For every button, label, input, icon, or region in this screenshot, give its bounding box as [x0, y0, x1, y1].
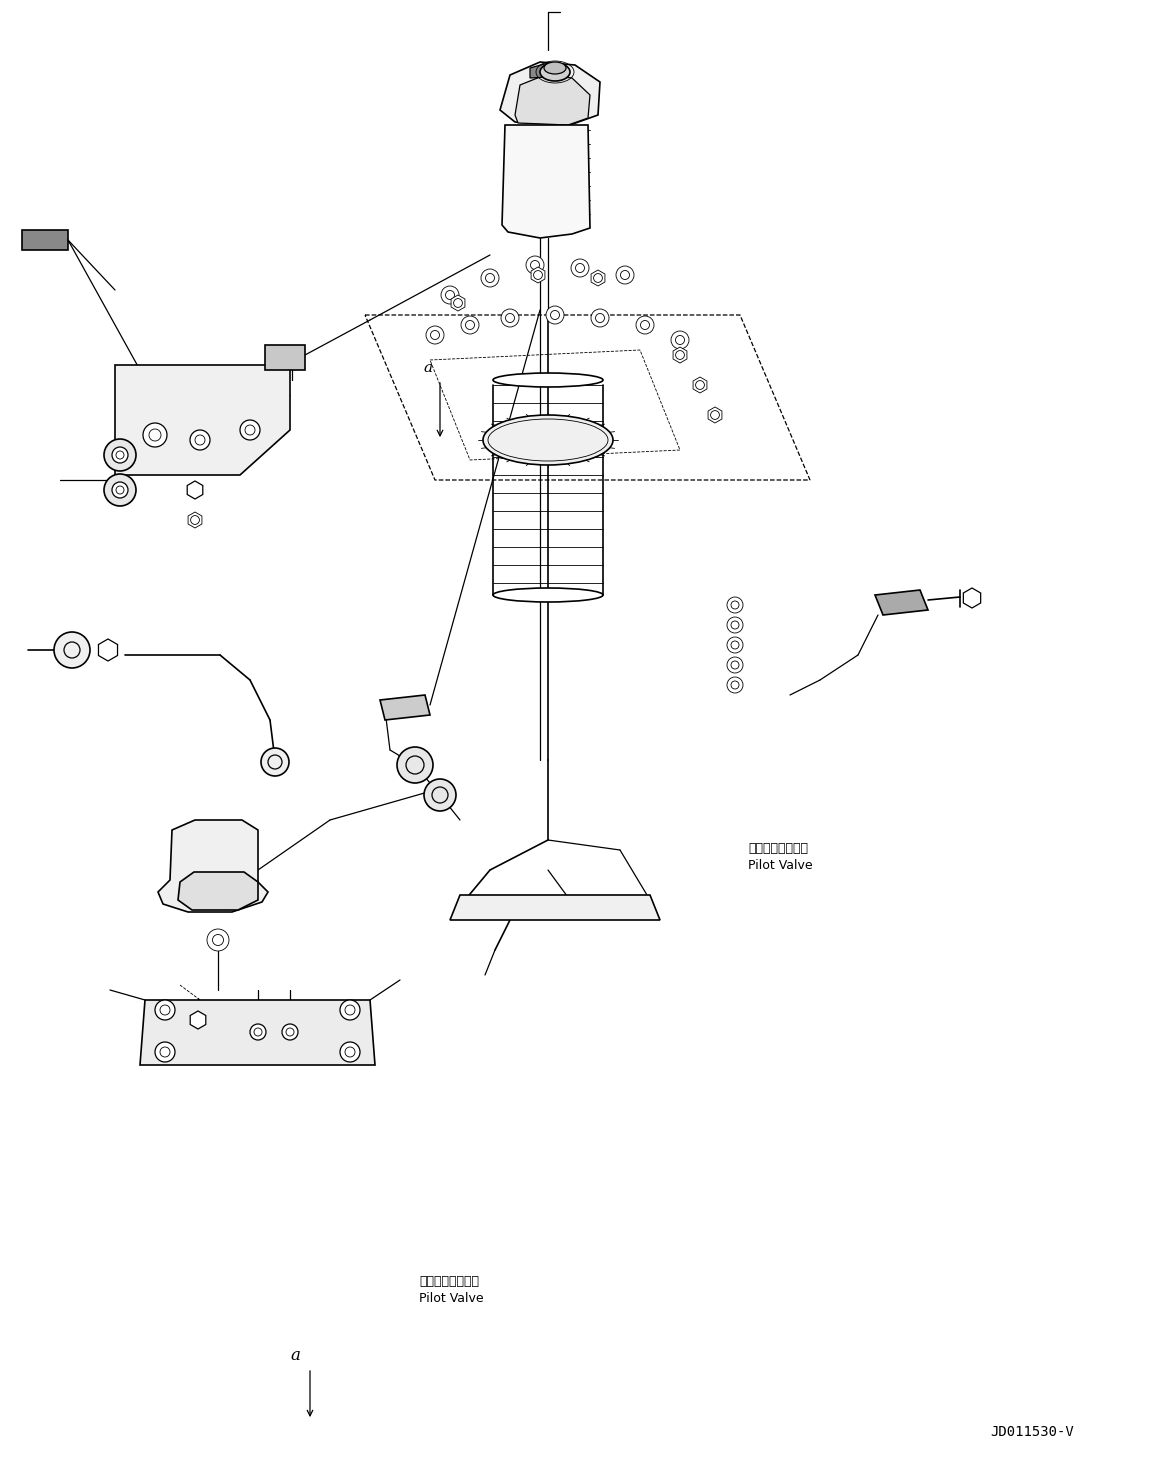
Circle shape	[571, 259, 589, 278]
Circle shape	[111, 447, 128, 463]
Circle shape	[423, 779, 456, 811]
Circle shape	[616, 266, 633, 283]
Circle shape	[727, 676, 743, 693]
Polygon shape	[515, 75, 590, 126]
Ellipse shape	[493, 373, 603, 387]
Circle shape	[240, 419, 260, 440]
Circle shape	[104, 438, 136, 470]
Circle shape	[190, 430, 210, 450]
Text: パイロットバルブ
Pilot Valve: パイロットバルブ Pilot Valve	[748, 842, 813, 872]
Circle shape	[636, 316, 655, 335]
Polygon shape	[530, 63, 565, 77]
Polygon shape	[502, 126, 590, 238]
Circle shape	[727, 617, 743, 633]
Polygon shape	[875, 590, 928, 615]
Polygon shape	[190, 1011, 205, 1029]
Circle shape	[340, 999, 360, 1020]
Polygon shape	[188, 481, 203, 500]
Polygon shape	[22, 229, 68, 250]
Polygon shape	[708, 408, 721, 424]
Circle shape	[591, 308, 609, 327]
Circle shape	[441, 286, 459, 304]
Polygon shape	[452, 295, 465, 311]
Circle shape	[727, 637, 743, 653]
Polygon shape	[158, 820, 267, 912]
Polygon shape	[500, 61, 601, 126]
Polygon shape	[531, 267, 545, 283]
Polygon shape	[188, 511, 202, 527]
Polygon shape	[99, 638, 117, 660]
Polygon shape	[140, 999, 375, 1065]
Circle shape	[481, 269, 499, 286]
Circle shape	[111, 482, 128, 498]
Circle shape	[526, 256, 544, 275]
Polygon shape	[115, 365, 290, 475]
Circle shape	[262, 748, 289, 776]
Ellipse shape	[483, 415, 613, 465]
Text: JD011530-V: JD011530-V	[990, 1424, 1073, 1439]
Polygon shape	[963, 587, 981, 608]
Circle shape	[206, 929, 229, 951]
Circle shape	[250, 1024, 266, 1040]
Circle shape	[340, 1042, 360, 1062]
Circle shape	[501, 308, 518, 327]
Circle shape	[54, 633, 90, 668]
Circle shape	[155, 999, 175, 1020]
Circle shape	[727, 598, 743, 614]
Circle shape	[671, 332, 689, 349]
Polygon shape	[178, 872, 258, 910]
Circle shape	[396, 747, 433, 783]
Circle shape	[104, 473, 136, 506]
Ellipse shape	[540, 63, 570, 80]
Circle shape	[155, 1042, 175, 1062]
Ellipse shape	[544, 61, 567, 75]
Circle shape	[426, 326, 445, 343]
Text: a: a	[423, 361, 433, 375]
Polygon shape	[673, 348, 687, 362]
Circle shape	[282, 1024, 298, 1040]
Ellipse shape	[493, 587, 603, 602]
Circle shape	[143, 424, 167, 447]
Polygon shape	[380, 695, 430, 720]
Text: パイロットバルブ
Pilot Valve: パイロットバルブ Pilot Valve	[419, 1275, 483, 1305]
Circle shape	[545, 305, 564, 324]
Circle shape	[727, 657, 743, 674]
Text: a: a	[290, 1347, 300, 1363]
Circle shape	[461, 316, 479, 335]
Polygon shape	[450, 896, 660, 920]
Polygon shape	[591, 270, 605, 286]
Polygon shape	[265, 345, 305, 370]
Polygon shape	[693, 377, 707, 393]
